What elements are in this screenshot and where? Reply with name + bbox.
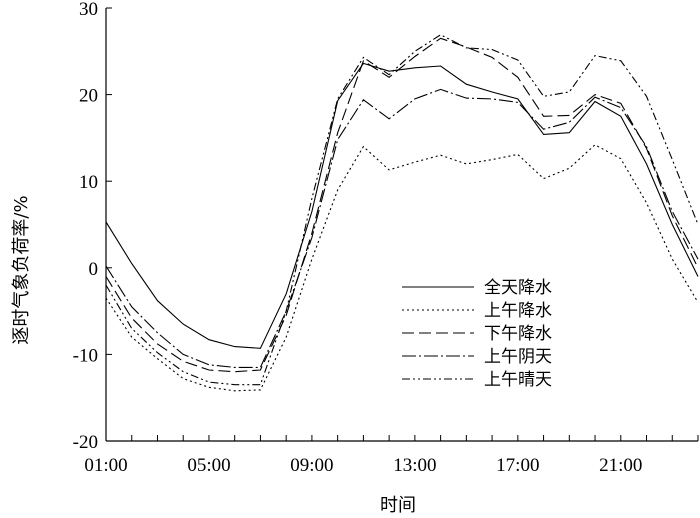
y-tick-label: 10 <box>79 172 98 193</box>
x-tick-label: 21:00 <box>599 455 642 476</box>
y-tick-label: 0 <box>89 259 99 280</box>
y-tick-label: 30 <box>79 0 98 20</box>
x-axis-title: 时间 <box>380 495 416 516</box>
series-line-5 <box>105 34 699 386</box>
x-tick-label: 05:00 <box>187 455 230 476</box>
series-line-3 <box>105 37 699 373</box>
series-line-2 <box>105 144 699 392</box>
legend-label: 上午阴天 <box>484 347 552 367</box>
legend-label: 下午降水 <box>484 324 552 344</box>
series-line-4 <box>105 88 699 368</box>
x-tick-label: 17:00 <box>496 455 539 476</box>
x-tick-label: 13:00 <box>393 455 436 476</box>
legend-label: 全天降水 <box>484 278 552 298</box>
legend-label: 上午降水 <box>484 301 552 321</box>
x-tick-label: 01:00 <box>84 455 127 476</box>
legend-label: 上午晴天 <box>484 370 552 390</box>
y-axis-title: 逐时气象负荷率/% <box>11 195 32 344</box>
y-tick-label: 20 <box>79 86 98 107</box>
y-tick-label: -10 <box>73 345 98 366</box>
y-tick-label: -20 <box>73 432 98 453</box>
series-line-1 <box>105 62 699 349</box>
x-tick-label: 09:00 <box>290 455 333 476</box>
